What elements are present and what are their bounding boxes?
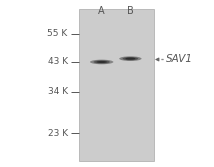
Ellipse shape	[97, 61, 107, 63]
Ellipse shape	[90, 60, 113, 64]
Ellipse shape	[119, 56, 141, 61]
Ellipse shape	[123, 57, 138, 60]
Text: B: B	[127, 6, 134, 16]
Ellipse shape	[125, 58, 135, 60]
Text: 34 K: 34 K	[48, 87, 68, 96]
Text: 43 K: 43 K	[48, 57, 68, 66]
Ellipse shape	[94, 60, 110, 64]
Text: 55 K: 55 K	[48, 29, 68, 38]
Bar	[79, 9, 154, 161]
Text: A: A	[98, 6, 105, 16]
Text: 23 K: 23 K	[48, 129, 68, 138]
Text: SAV1: SAV1	[165, 54, 192, 64]
